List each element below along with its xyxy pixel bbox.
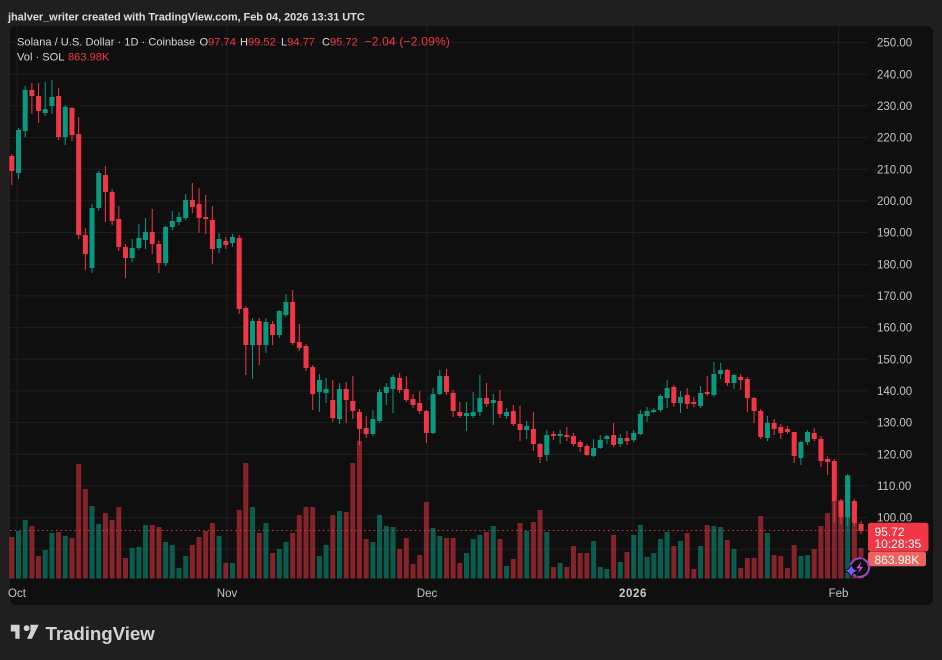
svg-text:Oct: Oct — [8, 588, 27, 600]
svg-text:230.00: 230.00 — [877, 101, 912, 113]
svg-text:863.98K: 863.98K — [68, 52, 110, 64]
svg-text:Vol · SOL: Vol · SOL — [17, 52, 64, 64]
svg-text:210.00: 210.00 — [877, 164, 912, 176]
svg-text:−2.04 (−2.09%): −2.04 (−2.09%) — [365, 35, 451, 49]
svg-text:120.00: 120.00 — [877, 449, 912, 461]
svg-text:110.00: 110.00 — [877, 481, 911, 493]
svg-text:H99.52: H99.52 — [240, 37, 276, 49]
svg-text:2026: 2026 — [619, 588, 647, 600]
svg-text:TradingView: TradingView — [46, 623, 156, 644]
svg-text:Dec: Dec — [417, 588, 438, 600]
svg-text:250.00: 250.00 — [877, 38, 912, 50]
svg-text:10:28:35: 10:28:35 — [875, 537, 922, 551]
svg-text:C95.72: C95.72 — [322, 37, 358, 49]
svg-text:240.00: 240.00 — [877, 69, 912, 81]
svg-text:160.00: 160.00 — [877, 323, 912, 335]
svg-text:95.72: 95.72 — [875, 525, 905, 539]
svg-text:140.00: 140.00 — [877, 386, 912, 398]
svg-text:180.00: 180.00 — [877, 259, 912, 271]
svg-text:130.00: 130.00 — [877, 418, 912, 430]
svg-text:O97.74: O97.74 — [200, 37, 236, 49]
svg-text:200.00: 200.00 — [877, 196, 912, 208]
svg-text:jhalver_writer created with Tr: jhalver_writer created with TradingView.… — [7, 12, 365, 24]
svg-text:863.98K: 863.98K — [875, 553, 920, 567]
svg-text:170.00: 170.00 — [877, 291, 912, 303]
svg-text:150.00: 150.00 — [877, 354, 912, 366]
svg-text:Feb: Feb — [829, 588, 849, 600]
svg-text:Solana / U.S. Dollar · 1D · Co: Solana / U.S. Dollar · 1D · Coinbase — [17, 37, 195, 49]
svg-text:Nov: Nov — [217, 588, 238, 600]
svg-text:220.00: 220.00 — [877, 133, 912, 145]
svg-text:100.00: 100.00 — [877, 513, 912, 525]
svg-text:L94.77: L94.77 — [281, 37, 315, 49]
svg-text:190.00: 190.00 — [877, 228, 912, 240]
